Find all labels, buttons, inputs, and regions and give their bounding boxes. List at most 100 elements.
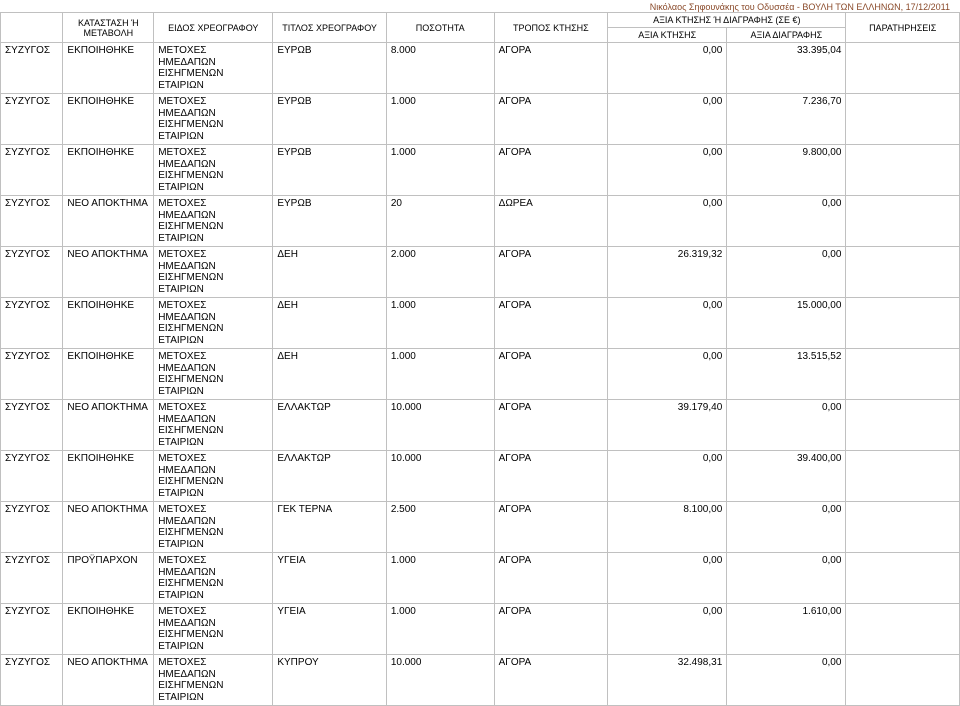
- cell-title: ΔΕΗ: [273, 298, 386, 349]
- cell-status: ΠΡΟΫΠΑΡΧΟΝ: [63, 553, 154, 604]
- cell-type: ΜΕΤΟΧΕΣ ΗΜΕΔΑΠΩΝ ΕΙΣΗΓΜΕΝΩΝ ΕΤΑΙΡΙΩΝ: [154, 604, 273, 655]
- cell-qty: 1.000: [386, 349, 494, 400]
- cell-owner: ΣΥΖΥΓΟΣ: [1, 655, 63, 706]
- cell-method: ΑΓΟΡΑ: [494, 451, 607, 502]
- cell-owner: ΣΥΖΥΓΟΣ: [1, 349, 63, 400]
- cell-owner: ΣΥΖΥΓΟΣ: [1, 400, 63, 451]
- cell-notes: [846, 451, 960, 502]
- cell-val1: 39.179,40: [608, 400, 727, 451]
- cell-owner: ΣΥΖΥΓΟΣ: [1, 502, 63, 553]
- cell-status: ΕΚΠΟΙΗΘΗΚΕ: [63, 43, 154, 94]
- cell-status: ΕΚΠΟΙΗΘΗΚΕ: [63, 451, 154, 502]
- cell-title: ΔΕΗ: [273, 349, 386, 400]
- cell-title: ΓΕΚ ΤΕΡΝΑ: [273, 502, 386, 553]
- cell-val1: 0,00: [608, 553, 727, 604]
- cell-title: ΚΥΠΡΟΥ: [273, 655, 386, 706]
- cell-qty: 1.000: [386, 94, 494, 145]
- cell-status: ΝΕΟ ΑΠΟΚΤΗΜΑ: [63, 247, 154, 298]
- cell-val1: 8.100,00: [608, 502, 727, 553]
- cell-owner: ΣΥΖΥΓΟΣ: [1, 94, 63, 145]
- cell-val1: 0,00: [608, 145, 727, 196]
- cell-val2: 13.515,52: [727, 349, 846, 400]
- cell-val2: 9.800,00: [727, 145, 846, 196]
- cell-val2: 0,00: [727, 502, 846, 553]
- cell-status: ΝΕΟ ΑΠΟΚΤΗΜΑ: [63, 196, 154, 247]
- cell-title: ΕΥΡΩΒ: [273, 43, 386, 94]
- cell-title: ΔΕΗ: [273, 247, 386, 298]
- cell-qty: 20: [386, 196, 494, 247]
- cell-method: ΑΓΟΡΑ: [494, 655, 607, 706]
- cell-status: ΕΚΠΟΙΗΘΗΚΕ: [63, 298, 154, 349]
- cell-owner: ΣΥΖΥΓΟΣ: [1, 553, 63, 604]
- cell-method: ΑΓΟΡΑ: [494, 43, 607, 94]
- cell-type: ΜΕΤΟΧΕΣ ΗΜΕΔΑΠΩΝ ΕΙΣΗΓΜΕΝΩΝ ΕΤΑΙΡΙΩΝ: [154, 43, 273, 94]
- cell-status: ΝΕΟ ΑΠΟΚΤΗΜΑ: [63, 400, 154, 451]
- cell-notes: [846, 247, 960, 298]
- cell-owner: ΣΥΖΥΓΟΣ: [1, 145, 63, 196]
- cell-title: ΥΓΕΙΑ: [273, 604, 386, 655]
- table-body: ΣΥΖΥΓΟΣΕΚΠΟΙΗΘΗΚΕΜΕΤΟΧΕΣ ΗΜΕΔΑΠΩΝ ΕΙΣΗΓΜ…: [1, 43, 960, 706]
- col-blank: [1, 13, 63, 43]
- table-head: ΚΑΤΑΣΤΑΣΗ Ή ΜΕΤΑΒΟΛΗ ΕΙΔΟΣ ΧΡΕΟΓΡΑΦΟΥ ΤΙ…: [1, 13, 960, 43]
- cell-status: ΝΕΟ ΑΠΟΚΤΗΜΑ: [63, 502, 154, 553]
- cell-owner: ΣΥΖΥΓΟΣ: [1, 43, 63, 94]
- cell-val1: 0,00: [608, 451, 727, 502]
- cell-val2: 0,00: [727, 553, 846, 604]
- col-title: ΤΙΤΛΟΣ ΧΡΕΟΓΡΑΦΟΥ: [273, 13, 386, 43]
- table-row: ΣΥΖΥΓΟΣΠΡΟΫΠΑΡΧΟΝΜΕΤΟΧΕΣ ΗΜΕΔΑΠΩΝ ΕΙΣΗΓΜ…: [1, 553, 960, 604]
- cell-method: ΔΩΡΕΑ: [494, 196, 607, 247]
- table-row: ΣΥΖΥΓΟΣΕΚΠΟΙΗΘΗΚΕΜΕΤΟΧΕΣ ΗΜΕΔΑΠΩΝ ΕΙΣΗΓΜ…: [1, 145, 960, 196]
- page: Νικόλαος Σηφουνάκης του Οδυσσέα - ΒΟΥΛΗ …: [0, 0, 960, 706]
- cell-status: ΕΚΠΟΙΗΘΗΚΕ: [63, 145, 154, 196]
- cell-qty: 10.000: [386, 451, 494, 502]
- table-row: ΣΥΖΥΓΟΣΕΚΠΟΙΗΘΗΚΕΜΕΤΟΧΕΣ ΗΜΕΔΑΠΩΝ ΕΙΣΗΓΜ…: [1, 451, 960, 502]
- cell-method: ΑΓΟΡΑ: [494, 94, 607, 145]
- cell-owner: ΣΥΖΥΓΟΣ: [1, 196, 63, 247]
- cell-method: ΑΓΟΡΑ: [494, 553, 607, 604]
- cell-status: ΕΚΠΟΙΗΘΗΚΕ: [63, 349, 154, 400]
- cell-qty: 10.000: [386, 400, 494, 451]
- col-val2: ΑΞΙΑ ΔΙΑΓΡΑΦΗΣ: [727, 28, 846, 43]
- cell-method: ΑΓΟΡΑ: [494, 349, 607, 400]
- header-note: Νικόλαος Σηφουνάκης του Οδυσσέα - ΒΟΥΛΗ …: [0, 0, 960, 12]
- table-row: ΣΥΖΥΓΟΣΝΕΟ ΑΠΟΚΤΗΜΑΜΕΤΟΧΕΣ ΗΜΕΔΑΠΩΝ ΕΙΣΗ…: [1, 247, 960, 298]
- cell-notes: [846, 604, 960, 655]
- cell-val1: 0,00: [608, 43, 727, 94]
- table-row: ΣΥΖΥΓΟΣΕΚΠΟΙΗΘΗΚΕΜΕΤΟΧΕΣ ΗΜΕΔΑΠΩΝ ΕΙΣΗΓΜ…: [1, 94, 960, 145]
- cell-type: ΜΕΤΟΧΕΣ ΗΜΕΔΑΠΩΝ ΕΙΣΗΓΜΕΝΩΝ ΕΤΑΙΡΙΩΝ: [154, 94, 273, 145]
- cell-val1: 26.319,32: [608, 247, 727, 298]
- table-row: ΣΥΖΥΓΟΣΕΚΠΟΙΗΘΗΚΕΜΕΤΟΧΕΣ ΗΜΕΔΑΠΩΝ ΕΙΣΗΓΜ…: [1, 604, 960, 655]
- cell-type: ΜΕΤΟΧΕΣ ΗΜΕΔΑΠΩΝ ΕΙΣΗΓΜΕΝΩΝ ΕΤΑΙΡΙΩΝ: [154, 400, 273, 451]
- col-type: ΕΙΔΟΣ ΧΡΕΟΓΡΑΦΟΥ: [154, 13, 273, 43]
- cell-notes: [846, 502, 960, 553]
- cell-title: ΕΛΛΑΚΤΩΡ: [273, 451, 386, 502]
- col-status: ΚΑΤΑΣΤΑΣΗ Ή ΜΕΤΑΒΟΛΗ: [63, 13, 154, 43]
- cell-qty: 1.000: [386, 298, 494, 349]
- table-row: ΣΥΖΥΓΟΣΝΕΟ ΑΠΟΚΤΗΜΑΜΕΤΟΧΕΣ ΗΜΕΔΑΠΩΝ ΕΙΣΗ…: [1, 502, 960, 553]
- table-row: ΣΥΖΥΓΟΣΕΚΠΟΙΗΘΗΚΕΜΕΤΟΧΕΣ ΗΜΕΔΑΠΩΝ ΕΙΣΗΓΜ…: [1, 298, 960, 349]
- cell-type: ΜΕΤΟΧΕΣ ΗΜΕΔΑΠΩΝ ΕΙΣΗΓΜΕΝΩΝ ΕΤΑΙΡΙΩΝ: [154, 502, 273, 553]
- cell-qty: 2.000: [386, 247, 494, 298]
- cell-title: ΕΥΡΩΒ: [273, 145, 386, 196]
- cell-val2: 39.400,00: [727, 451, 846, 502]
- cell-owner: ΣΥΖΥΓΟΣ: [1, 604, 63, 655]
- cell-val1: 32.498,31: [608, 655, 727, 706]
- cell-val1: 0,00: [608, 196, 727, 247]
- table-row: ΣΥΖΥΓΟΣΕΚΠΟΙΗΘΗΚΕΜΕΤΟΧΕΣ ΗΜΕΔΑΠΩΝ ΕΙΣΗΓΜ…: [1, 349, 960, 400]
- cell-method: ΑΓΟΡΑ: [494, 502, 607, 553]
- cell-qty: 1.000: [386, 553, 494, 604]
- cell-val1: 0,00: [608, 298, 727, 349]
- cell-status: ΕΚΠΟΙΗΘΗΚΕ: [63, 94, 154, 145]
- cell-owner: ΣΥΖΥΓΟΣ: [1, 298, 63, 349]
- cell-notes: [846, 655, 960, 706]
- cell-notes: [846, 349, 960, 400]
- col-val1: ΑΞΙΑ ΚΤΗΣΗΣ: [608, 28, 727, 43]
- cell-qty: 1.000: [386, 145, 494, 196]
- cell-type: ΜΕΤΟΧΕΣ ΗΜΕΔΑΠΩΝ ΕΙΣΗΓΜΕΝΩΝ ΕΤΑΙΡΙΩΝ: [154, 145, 273, 196]
- cell-type: ΜΕΤΟΧΕΣ ΗΜΕΔΑΠΩΝ ΕΙΣΗΓΜΕΝΩΝ ΕΤΑΙΡΙΩΝ: [154, 655, 273, 706]
- cell-type: ΜΕΤΟΧΕΣ ΗΜΕΔΑΠΩΝ ΕΙΣΗΓΜΕΝΩΝ ΕΤΑΙΡΙΩΝ: [154, 247, 273, 298]
- cell-val1: 0,00: [608, 349, 727, 400]
- cell-val2: 33.395,04: [727, 43, 846, 94]
- cell-method: ΑΓΟΡΑ: [494, 145, 607, 196]
- cell-notes: [846, 400, 960, 451]
